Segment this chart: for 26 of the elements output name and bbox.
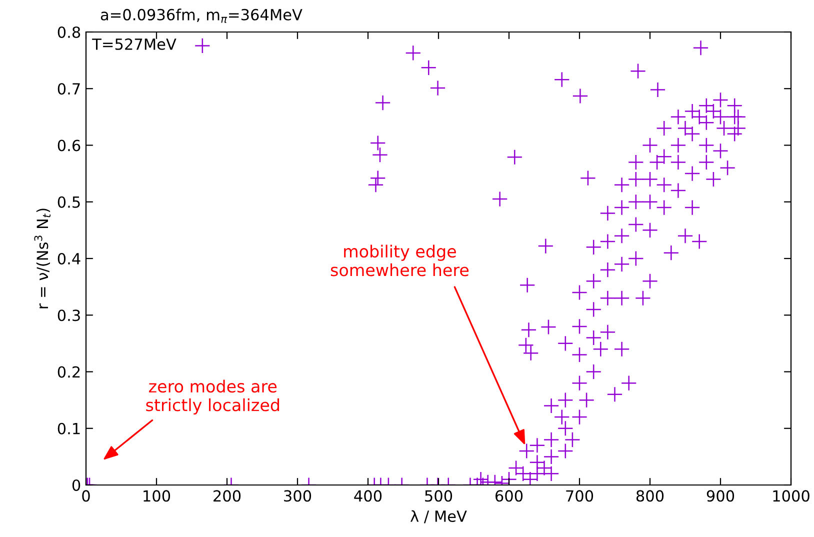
x-tick-label: 700 (566, 490, 594, 502)
annotation: mobility edge somewhere here (330, 244, 469, 276)
x-axis-title: λ / MeV (410, 510, 467, 524)
y-tick-label: 0 (72, 479, 80, 492)
x-tick-label: 0 (82, 490, 90, 502)
x-tick-label: 800 (636, 490, 664, 502)
x-tick-label: 600 (495, 490, 523, 502)
chart-title: a=0.0936fm, m$_{π}$=364MeV (100, 8, 302, 23)
y-tick-label: 0.8 (58, 26, 80, 38)
x-tick-label: 100 (144, 490, 170, 502)
x-tick-label: 900 (706, 490, 734, 502)
x-tick-label: 500 (425, 490, 452, 502)
y-tick-label: 0.5 (58, 196, 80, 208)
x-tick-label: 1000 (773, 490, 810, 502)
y-tick-label: 0.6 (58, 140, 80, 152)
y-tick-label: 0.2 (58, 366, 80, 378)
y-tick-label: 0.7 (58, 83, 80, 95)
y-tick-label: 0.1 (58, 422, 80, 434)
annotation: zero modes are strictly localized (146, 380, 280, 415)
y-tick-label: 0.3 (58, 310, 80, 322)
x-tick-label: 300 (284, 490, 312, 502)
x-tick-label: 200 (214, 490, 241, 502)
x-tick-label: 400 (354, 490, 382, 502)
y-axis-title: r = ν/(Ns$^{3}$ N$_{t}$) (34, 208, 50, 308)
legend-label: T=527MeV (92, 38, 176, 50)
y-tick-label: 0.4 (58, 252, 80, 265)
